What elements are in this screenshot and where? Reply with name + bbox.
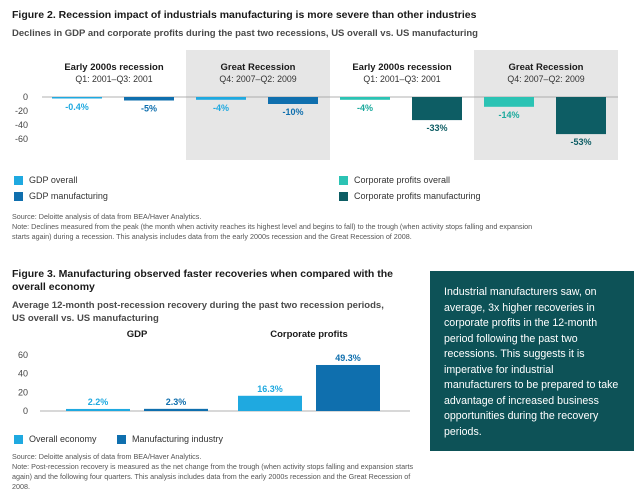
legend-profits-manufacturing: Corporate profits manufacturing <box>339 191 481 201</box>
bar-value-label: 2.3% <box>166 397 187 407</box>
bar <box>52 97 102 99</box>
figure2-source: Source: Deloitte analysis of data from B… <box>12 212 202 221</box>
figure3-title-line1: Figure 3. Manufacturing observed faster … <box>12 268 394 280</box>
bar <box>340 97 390 100</box>
panel-title: Great Recession <box>221 62 296 73</box>
category-label: Corporate profits <box>270 329 348 340</box>
bar <box>238 395 302 411</box>
bar-value-label: 49.3% <box>335 353 361 363</box>
legend-manufacturing-industry: Manufacturing industry <box>117 434 223 444</box>
figure3-title-line2: overall economy <box>12 281 95 293</box>
panel-period: Q4: 2007–Q2: 2009 <box>219 74 296 84</box>
y-tick-label: -20 <box>15 106 28 116</box>
figure2-title: Figure 2. Recession impact of industrial… <box>12 9 477 21</box>
figure3-note: Note: Post-recession recovery is measure… <box>12 462 414 491</box>
legend-label: Manufacturing industry <box>132 434 224 444</box>
figure2-note: Note: Declines measured from the peak (t… <box>12 222 533 241</box>
bar <box>144 408 208 411</box>
recession-panel-bg <box>186 50 330 160</box>
legend-label: Corporate profits manufacturing <box>354 191 481 201</box>
y-tick-label: 0 <box>23 92 28 102</box>
bar <box>412 97 462 121</box>
bar <box>196 97 246 100</box>
category-label: GDP <box>127 329 148 340</box>
legend-label: Overall economy <box>29 434 97 444</box>
legend-swatch <box>117 434 126 444</box>
panel-period: Q4: 2007–Q2: 2009 <box>507 74 584 84</box>
bar-value-label: -5% <box>141 104 157 114</box>
legend-profits-overall: Corporate profits overall <box>339 175 450 185</box>
bar <box>556 97 606 135</box>
legend-overall-economy: Overall economy <box>14 434 97 444</box>
legend-swatch <box>14 434 23 444</box>
bar <box>268 97 318 104</box>
callout-text: Industrial manufacturers saw, on average… <box>444 286 619 438</box>
legend-gdp-overall: GDP overall <box>14 175 77 185</box>
figure2-subtitle: Declines in GDP and corporate profits du… <box>12 28 478 39</box>
bar-value-label: -14% <box>498 110 519 120</box>
legend-label: GDP overall <box>29 175 78 185</box>
bar <box>484 97 534 107</box>
bar-value-label: -0.4% <box>65 102 89 112</box>
bar-value-label: -4% <box>213 103 229 113</box>
bar <box>66 408 130 411</box>
y-tick-label: 40 <box>18 369 28 379</box>
bar-value-label: -53% <box>570 137 591 147</box>
panel-period: Q1: 2001–Q3: 2001 <box>75 74 152 84</box>
y-tick-label: 60 <box>18 350 28 360</box>
legend-gdp-manufacturing: GDP manufacturing <box>14 191 108 201</box>
panel-period: Q1: 2001–Q3: 2001 <box>363 74 440 84</box>
y-tick-label: -40 <box>15 120 28 130</box>
bar <box>124 97 174 101</box>
bar <box>316 364 380 411</box>
figure3-chart: 0 20 40 60 GDP 2.2% 2.3% Corporate profits 16.3%… <box>18 329 410 416</box>
callout-box: Industrial manufacturers saw, on average… <box>430 271 634 451</box>
bar-value-label: -4% <box>357 103 373 113</box>
y-tick-label: -60 <box>15 134 28 144</box>
legend-swatch <box>14 175 23 185</box>
panel-title: Early 2000s recession <box>352 62 451 73</box>
bar-value-label: 2.2% <box>88 397 109 407</box>
panel-title: Great Recession <box>509 62 584 73</box>
figure3-subtitle-line2: US overall vs. US manufacturing <box>12 313 159 324</box>
figure3-subtitle-line1: Average 12-month post-recession recovery… <box>12 300 384 311</box>
legend-swatch <box>339 175 348 185</box>
bar-value-label: -33% <box>426 123 447 133</box>
bar-value-label: -10% <box>282 107 303 117</box>
y-tick-label: 20 <box>18 387 28 397</box>
panel-title: Early 2000s recession <box>64 62 163 73</box>
bar-value-label: 16.3% <box>257 384 283 394</box>
y-tick-label: 0 <box>23 406 28 416</box>
legend-label: Corporate profits overall <box>354 175 451 185</box>
figure3-source: Source: Deloitte analysis of data from B… <box>12 452 202 461</box>
legend-label: GDP manufacturing <box>29 191 108 201</box>
legend-swatch <box>339 191 348 201</box>
legend-swatch <box>14 191 23 201</box>
